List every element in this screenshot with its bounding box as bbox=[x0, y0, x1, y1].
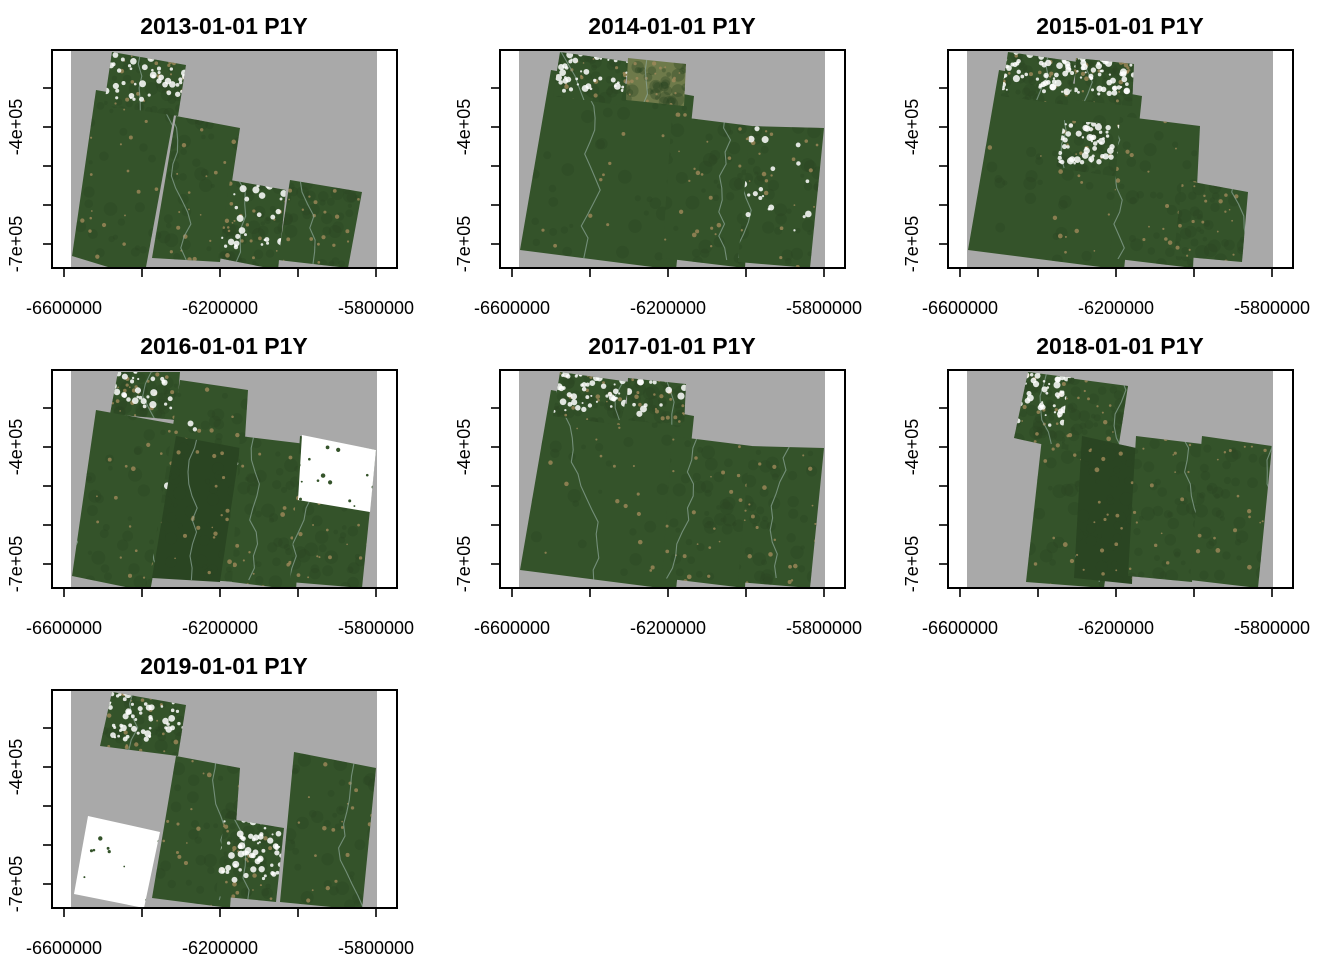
satellite-scene-footprint bbox=[216, 818, 284, 902]
x-tick-label: -6200000 bbox=[630, 298, 706, 318]
y-tick-label: -7e+05 bbox=[6, 856, 26, 913]
map-panel: -6600000 -6200000 -5800000 -4e+05 -7e+05 2018… bbox=[902, 333, 1310, 638]
panel-title: 2019-01-01 P1Y bbox=[140, 653, 308, 679]
x-tick-label: -5800000 bbox=[786, 298, 862, 318]
satellite-scene-footprint bbox=[110, 372, 180, 420]
satellite-scene-footprint bbox=[152, 436, 240, 582]
satellite-scene-footprint bbox=[100, 692, 186, 756]
map-panel: -6600000 -6200000 -5800000 -4e+05 -7e+05 2014… bbox=[454, 13, 862, 318]
x-tick-label: -6200000 bbox=[1078, 618, 1154, 638]
x-tick-label: -5800000 bbox=[338, 938, 414, 958]
panel-title: 2017-01-01 P1Y bbox=[588, 333, 756, 359]
x-tick-label: -6600000 bbox=[26, 938, 102, 958]
x-tick-label: -6200000 bbox=[630, 618, 706, 638]
x-tick-label: -5800000 bbox=[786, 618, 862, 638]
y-tick-label: -4e+05 bbox=[902, 419, 922, 476]
x-tick-label: -6200000 bbox=[182, 618, 258, 638]
y-tick-label: -4e+05 bbox=[6, 419, 26, 476]
satellite-scene-footprint bbox=[1174, 180, 1248, 262]
y-tick-label: -4e+05 bbox=[6, 99, 26, 156]
x-tick-label: -6200000 bbox=[182, 938, 258, 958]
x-tick-label: -5800000 bbox=[338, 298, 414, 318]
satellite-scene-footprint bbox=[738, 126, 824, 268]
x-tick-label: -6600000 bbox=[474, 298, 550, 318]
y-tick-label: -4e+05 bbox=[902, 99, 922, 156]
plot-frame bbox=[51, 689, 398, 909]
plot-frame bbox=[51, 369, 398, 589]
x-tick-label: -6600000 bbox=[26, 618, 102, 638]
x-tick-label: -6200000 bbox=[182, 298, 258, 318]
satellite-scene-footprint bbox=[1074, 58, 1134, 106]
y-tick-label: -7e+05 bbox=[454, 536, 474, 593]
panel-title: 2013-01-01 P1Y bbox=[140, 13, 308, 39]
satellite-scene-footprint bbox=[1062, 378, 1128, 450]
x-tick-label: -6600000 bbox=[26, 298, 102, 318]
panel-title: 2015-01-01 P1Y bbox=[1036, 13, 1204, 39]
plot-frame bbox=[947, 49, 1294, 269]
y-tick-label: -4e+05 bbox=[6, 739, 26, 796]
y-tick-label: -4e+05 bbox=[454, 419, 474, 476]
map-panel: -6600000 -6200000 -5800000 -4e+05 -7e+05 2013… bbox=[6, 13, 414, 318]
x-tick-label: -6600000 bbox=[922, 618, 998, 638]
x-tick-label: -6600000 bbox=[474, 618, 550, 638]
satellite-scene-footprint bbox=[662, 116, 752, 268]
panel-title: 2014-01-01 P1Y bbox=[588, 13, 756, 39]
plot-frame bbox=[51, 49, 398, 269]
x-tick-label: -5800000 bbox=[338, 618, 414, 638]
x-tick-label: -6600000 bbox=[922, 298, 998, 318]
y-tick-label: -7e+05 bbox=[454, 216, 474, 273]
satellite-scene-footprint bbox=[152, 756, 240, 908]
satellite-scene-footprint bbox=[553, 372, 630, 425]
plot-frame bbox=[947, 369, 1294, 589]
plot-frame bbox=[499, 369, 846, 589]
panel-title: 2018-01-01 P1Y bbox=[1036, 333, 1204, 359]
y-tick-label: -7e+05 bbox=[6, 216, 26, 273]
map-panel: -6600000 -6200000 -5800000 -4e+05 -7e+05 2019… bbox=[6, 653, 414, 958]
satellite-scene-footprint bbox=[280, 752, 376, 908]
y-tick-label: -4e+05 bbox=[454, 99, 474, 156]
panel-title: 2016-01-01 P1Y bbox=[140, 333, 308, 359]
plot-frame bbox=[499, 49, 846, 269]
map-panel: -6600000 -6200000 -5800000 -4e+05 -7e+05 2015… bbox=[902, 13, 1310, 318]
y-tick-label: -7e+05 bbox=[902, 216, 922, 273]
map-panel: -6600000 -6200000 -5800000 -4e+05 -7e+05 2017… bbox=[454, 333, 862, 638]
x-tick-label: -6200000 bbox=[1078, 298, 1154, 318]
x-tick-label: -5800000 bbox=[1234, 298, 1310, 318]
x-tick-label: -5800000 bbox=[1234, 618, 1310, 638]
satellite-scene-footprint bbox=[72, 410, 180, 588]
y-tick-label: -7e+05 bbox=[902, 536, 922, 593]
satellite-scene-footprint bbox=[218, 180, 286, 268]
map-panel: -6600000 -6200000 -5800000 -4e+05 -7e+05 2016… bbox=[6, 333, 414, 638]
satellite-scene-footprint bbox=[1190, 436, 1272, 588]
y-tick-label: -7e+05 bbox=[6, 536, 26, 593]
satellite-scene-footprint bbox=[738, 446, 824, 588]
